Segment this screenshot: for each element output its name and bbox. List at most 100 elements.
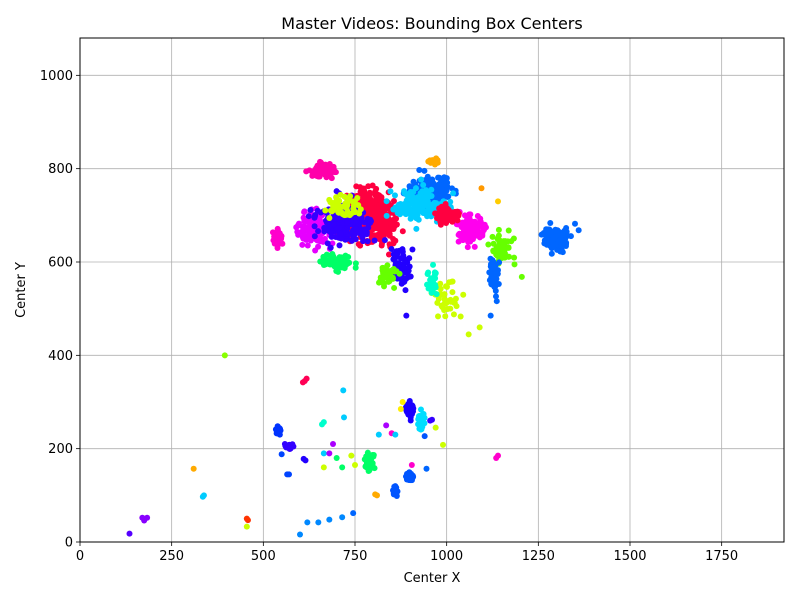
data-point xyxy=(387,226,394,233)
data-point xyxy=(309,172,316,179)
y-tick-label: 400 xyxy=(48,349,73,364)
data-point xyxy=(428,192,435,199)
data-point xyxy=(397,203,404,210)
data-point xyxy=(375,431,382,438)
data-point xyxy=(421,167,428,174)
data-point xyxy=(327,207,334,214)
data-point xyxy=(390,197,397,204)
data-point xyxy=(319,421,325,428)
data-point xyxy=(467,222,474,229)
data-point xyxy=(332,169,339,176)
data-point xyxy=(326,215,333,222)
data-point xyxy=(299,234,306,241)
data-point xyxy=(382,274,389,281)
data-point xyxy=(446,279,453,286)
data-point xyxy=(357,206,364,213)
data-point xyxy=(439,175,446,182)
data-point xyxy=(367,200,374,207)
data-point xyxy=(479,221,486,228)
data-point xyxy=(351,198,358,205)
data-point xyxy=(547,220,554,227)
data-point xyxy=(407,406,414,413)
data-point xyxy=(320,450,327,457)
data-point xyxy=(364,238,371,245)
data-point xyxy=(485,241,492,248)
data-point xyxy=(330,441,336,447)
data-point xyxy=(388,246,395,253)
data-point xyxy=(371,237,378,244)
data-point xyxy=(575,227,582,234)
data-point xyxy=(477,215,484,222)
data-point xyxy=(417,406,424,413)
data-point xyxy=(487,312,494,319)
data-point xyxy=(455,210,462,217)
data-point xyxy=(315,228,322,235)
data-point xyxy=(335,225,342,232)
data-point xyxy=(410,188,417,195)
data-point xyxy=(372,188,379,195)
x-tick-label: 1750 xyxy=(705,549,738,564)
data-point xyxy=(328,233,335,240)
data-point xyxy=(502,245,509,252)
data-point xyxy=(367,460,374,467)
data-point xyxy=(425,285,432,292)
data-point xyxy=(371,232,378,239)
data-point xyxy=(383,202,390,209)
data-point xyxy=(368,204,375,211)
data-point xyxy=(352,264,359,271)
x-tick-label: 250 xyxy=(159,549,184,564)
data-point xyxy=(489,233,496,240)
x-tick-label: 1250 xyxy=(522,549,555,564)
data-point xyxy=(244,517,251,524)
data-point xyxy=(385,251,392,258)
data-point xyxy=(476,324,483,331)
data-point xyxy=(295,231,302,238)
data-point xyxy=(409,246,416,253)
data-point xyxy=(342,200,349,207)
data-point xyxy=(221,352,228,359)
data-point xyxy=(459,219,466,226)
data-point xyxy=(390,206,397,213)
data-point xyxy=(427,417,434,424)
data-point xyxy=(327,229,334,236)
data-point xyxy=(442,313,449,320)
data-point xyxy=(497,238,504,245)
data-point xyxy=(325,164,332,171)
data-point xyxy=(304,519,311,526)
data-point xyxy=(317,209,324,216)
data-point xyxy=(563,232,570,239)
y-tick-label: 600 xyxy=(48,256,73,271)
data-point xyxy=(380,281,387,288)
data-point xyxy=(391,192,398,199)
data-point xyxy=(341,414,347,421)
data-point xyxy=(392,431,399,438)
x-tick-label: 500 xyxy=(251,549,276,564)
data-point xyxy=(367,216,374,223)
data-point xyxy=(430,261,437,268)
data-point xyxy=(350,202,357,209)
data-point xyxy=(413,225,420,232)
data-point xyxy=(402,287,409,294)
data-point xyxy=(496,246,503,253)
data-point xyxy=(340,387,347,394)
data-point xyxy=(303,226,310,233)
data-point xyxy=(546,226,553,233)
data-point xyxy=(437,280,444,287)
data-point xyxy=(312,247,319,254)
data-point xyxy=(430,157,437,164)
data-point xyxy=(387,188,394,195)
data-point xyxy=(551,227,558,234)
data-point xyxy=(339,464,346,471)
data-point xyxy=(417,424,424,431)
y-axis-ticks: 0 200 400 600 800 1000 xyxy=(40,69,80,551)
data-point xyxy=(492,293,499,300)
data-point xyxy=(335,203,342,210)
data-point xyxy=(472,232,479,239)
data-point xyxy=(480,227,487,234)
data-point xyxy=(437,183,444,190)
data-point xyxy=(504,238,511,245)
data-point xyxy=(435,313,442,320)
data-point xyxy=(399,228,406,235)
data-point xyxy=(320,464,327,471)
data-point xyxy=(438,192,445,199)
